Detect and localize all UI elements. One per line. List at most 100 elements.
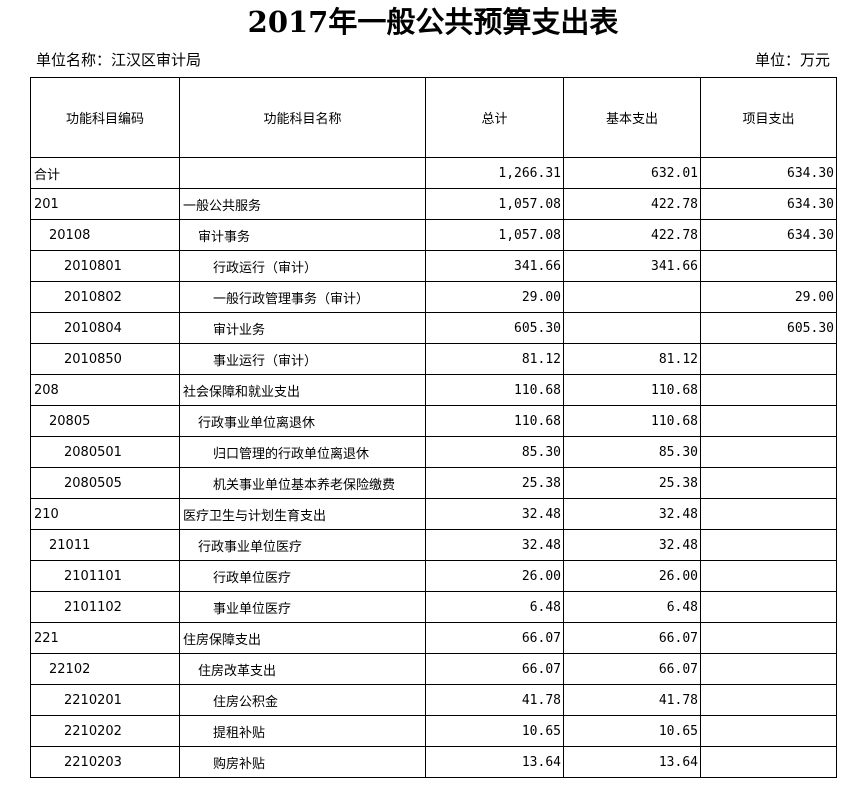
cell-basic: 422.78 [563, 188, 701, 220]
cell-basic: 422.78 [563, 219, 701, 251]
table-row: 208 社会保障和就业支出 110.68 110.68 [30, 374, 837, 406]
cell-total: 41.78 [425, 684, 564, 716]
header-code: 功能科目编码 [30, 77, 180, 158]
header-total: 总计 [425, 77, 564, 158]
cell-basic: 110.68 [563, 374, 701, 406]
cell-total: 66.07 [425, 622, 564, 654]
table-row: 2010802 一般行政管理事务（审计） 29.00 29.00 [30, 281, 837, 313]
cell-total: 110.68 [425, 405, 564, 437]
cell-total: 10.65 [425, 715, 564, 747]
cell-name: 提租补贴 [179, 715, 426, 747]
cell-basic [563, 281, 701, 313]
cell-total: 32.48 [425, 529, 564, 561]
table-row: 2101101 行政单位医疗 26.00 26.00 [30, 560, 837, 592]
cell-total: 6.48 [425, 591, 564, 623]
cell-project [700, 591, 837, 623]
cell-total: 1,057.08 [425, 188, 564, 220]
table-row: 22102 住房改革支出 66.07 66.07 [30, 653, 837, 685]
cell-name: 事业运行（审计） [179, 343, 426, 375]
cell-project: 29.00 [700, 281, 837, 313]
cell-name: 行政运行（审计） [179, 250, 426, 282]
cell-project [700, 715, 837, 747]
budget-table: 功能科目编码 功能科目名称 总计 基本支出 项目支出 合计 1,266.31 632… [30, 77, 837, 778]
cell-total: 1,266.31 [425, 157, 564, 189]
cell-total: 605.30 [425, 312, 564, 344]
table-row: 201 一般公共服务 1,057.08 422.78 634.30 [30, 188, 837, 220]
cell-project [700, 436, 837, 468]
table-row: 221 住房保障支出 66.07 66.07 [30, 622, 837, 654]
cell-basic: 32.48 [563, 498, 701, 530]
cell-basic: 13.64 [563, 746, 701, 778]
cell-basic: 85.30 [563, 436, 701, 468]
table-row: 2010804 审计业务 605.30 605.30 [30, 312, 837, 344]
cell-project: 634.30 [700, 157, 837, 189]
cell-basic: 341.66 [563, 250, 701, 282]
table-row: 2080501 归口管理的行政单位离退休 85.30 85.30 [30, 436, 837, 468]
cell-basic: 26.00 [563, 560, 701, 592]
cell-name [179, 157, 426, 189]
cell-name: 行政事业单位离退休 [179, 405, 426, 437]
cell-code: 21011 [30, 529, 180, 561]
cell-total: 85.30 [425, 436, 564, 468]
table-row: 2101102 事业单位医疗 6.48 6.48 [30, 591, 837, 623]
cell-name: 一般行政管理事务（审计） [179, 281, 426, 313]
cell-name: 购房补贴 [179, 746, 426, 778]
cell-code: 2210201 [30, 684, 180, 716]
cell-name: 审计事务 [179, 219, 426, 251]
cell-name: 事业单位医疗 [179, 591, 426, 623]
table-row: 21011 行政事业单位医疗 32.48 32.48 [30, 529, 837, 561]
table-row: 合计 1,266.31 632.01 634.30 [30, 157, 837, 189]
table-row: 210 医疗卫生与计划生育支出 32.48 32.48 [30, 498, 837, 530]
cell-code: 2010802 [30, 281, 180, 313]
cell-project [700, 250, 837, 282]
cell-basic: 110.68 [563, 405, 701, 437]
cell-basic [563, 312, 701, 344]
cell-code: 2210203 [30, 746, 180, 778]
cell-total: 81.12 [425, 343, 564, 375]
cell-project [700, 467, 837, 499]
cell-code: 20108 [30, 219, 180, 251]
cell-code: 2101101 [30, 560, 180, 592]
unit-label: 单位：万元 [754, 51, 830, 69]
cell-total: 1,057.08 [425, 219, 564, 251]
cell-total: 110.68 [425, 374, 564, 406]
cell-code: 2010801 [30, 250, 180, 282]
cell-basic: 66.07 [563, 653, 701, 685]
cell-name: 审计业务 [179, 312, 426, 344]
cell-basic: 32.48 [563, 529, 701, 561]
header-name: 功能科目名称 [179, 77, 426, 158]
cell-name: 一般公共服务 [179, 188, 426, 220]
cell-code: 201 [30, 188, 180, 220]
cell-code: 210 [30, 498, 180, 530]
cell-basic: 66.07 [563, 622, 701, 654]
cell-project [700, 746, 837, 778]
cell-basic: 41.78 [563, 684, 701, 716]
table-header-row: 功能科目编码 功能科目名称 总计 基本支出 项目支出 [30, 77, 837, 158]
cell-code: 合计 [30, 157, 180, 189]
cell-basic: 25.38 [563, 467, 701, 499]
cell-total: 29.00 [425, 281, 564, 313]
cell-code: 2101102 [30, 591, 180, 623]
cell-project: 634.30 [700, 188, 837, 220]
cell-code: 2210202 [30, 715, 180, 747]
unit-name-label: 单位名称：江汉区审计局 [36, 51, 202, 69]
cell-project [700, 622, 837, 654]
cell-basic: 81.12 [563, 343, 701, 375]
table-row: 2210202 提租补贴 10.65 10.65 [30, 715, 837, 747]
page-title: 2017年一般公共预算支出表 [247, 5, 619, 39]
cell-project: 605.30 [700, 312, 837, 344]
header-basic: 基本支出 [563, 77, 701, 158]
table-row: 2010850 事业运行（审计） 81.12 81.12 [30, 343, 837, 375]
table-row: 20805 行政事业单位离退休 110.68 110.68 [30, 405, 837, 437]
cell-project [700, 653, 837, 685]
cell-code: 208 [30, 374, 180, 406]
cell-total: 32.48 [425, 498, 564, 530]
cell-code: 22102 [30, 653, 180, 685]
cell-project [700, 684, 837, 716]
cell-code: 2010850 [30, 343, 180, 375]
table-row: 2210201 住房公积金 41.78 41.78 [30, 684, 837, 716]
cell-basic: 6.48 [563, 591, 701, 623]
table-row: 2080505 机关事业单位基本养老保险缴费 25.38 25.38 [30, 467, 837, 499]
cell-project [700, 560, 837, 592]
cell-name: 行政单位医疗 [179, 560, 426, 592]
